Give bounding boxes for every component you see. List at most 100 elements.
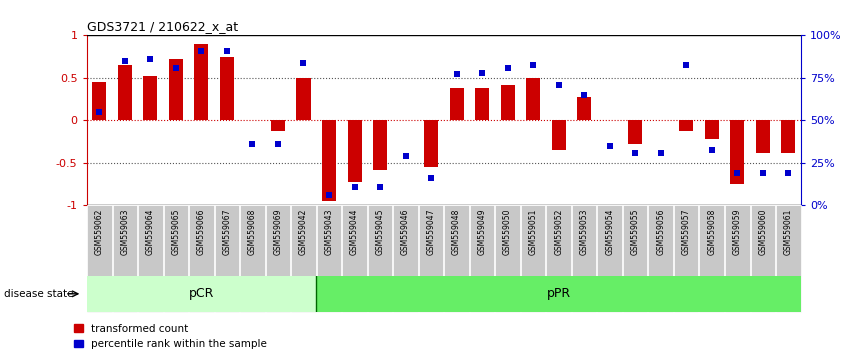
Bar xyxy=(169,59,183,120)
Legend: transformed count, percentile rank within the sample: transformed count, percentile rank withi… xyxy=(74,324,267,349)
Text: GSM559063: GSM559063 xyxy=(120,209,129,255)
Bar xyxy=(322,120,336,201)
FancyBboxPatch shape xyxy=(368,205,392,312)
Point xyxy=(527,62,540,68)
Point xyxy=(654,150,668,155)
Text: GSM559058: GSM559058 xyxy=(708,209,716,255)
FancyBboxPatch shape xyxy=(623,205,648,312)
FancyBboxPatch shape xyxy=(189,205,214,312)
Point xyxy=(93,109,107,115)
Point xyxy=(322,192,336,198)
Point xyxy=(424,175,438,181)
FancyBboxPatch shape xyxy=(316,276,801,312)
Text: pPR: pPR xyxy=(546,287,571,300)
FancyBboxPatch shape xyxy=(317,205,341,312)
Bar xyxy=(705,120,719,139)
Point xyxy=(475,70,489,76)
FancyBboxPatch shape xyxy=(87,276,316,312)
Text: GSM559060: GSM559060 xyxy=(759,209,767,255)
Point xyxy=(398,153,412,159)
FancyBboxPatch shape xyxy=(164,205,188,312)
Text: GSM559062: GSM559062 xyxy=(95,209,104,255)
Point xyxy=(347,184,361,189)
Bar xyxy=(527,78,540,120)
Text: GSM559045: GSM559045 xyxy=(376,209,385,255)
Bar xyxy=(475,88,489,120)
FancyBboxPatch shape xyxy=(215,205,239,312)
Text: GSM559051: GSM559051 xyxy=(528,209,538,255)
Bar xyxy=(220,57,234,120)
Bar xyxy=(628,120,643,144)
Text: GSM559055: GSM559055 xyxy=(630,209,640,255)
Bar xyxy=(194,44,209,120)
Point xyxy=(756,170,770,176)
Text: GSM559047: GSM559047 xyxy=(427,209,436,255)
Text: GSM559042: GSM559042 xyxy=(299,209,308,255)
Bar xyxy=(424,120,438,167)
Point xyxy=(552,82,565,87)
FancyBboxPatch shape xyxy=(393,205,417,312)
Point xyxy=(144,56,158,62)
Point xyxy=(220,48,234,53)
Point xyxy=(603,143,617,149)
Bar xyxy=(271,120,285,131)
Point xyxy=(628,150,642,155)
Point xyxy=(246,141,260,147)
Bar xyxy=(373,120,387,170)
Text: GSM559056: GSM559056 xyxy=(656,209,665,255)
FancyBboxPatch shape xyxy=(87,205,112,312)
Point xyxy=(118,58,132,64)
FancyBboxPatch shape xyxy=(419,205,443,312)
Bar xyxy=(756,120,770,153)
FancyBboxPatch shape xyxy=(674,205,699,312)
Text: GDS3721 / 210622_x_at: GDS3721 / 210622_x_at xyxy=(87,20,238,33)
Point xyxy=(271,141,285,147)
Text: GSM559052: GSM559052 xyxy=(554,209,563,255)
Text: GSM559053: GSM559053 xyxy=(579,209,589,255)
Bar xyxy=(93,82,107,120)
Text: GSM559048: GSM559048 xyxy=(452,209,461,255)
Text: GSM559068: GSM559068 xyxy=(248,209,257,255)
Point xyxy=(169,65,183,70)
Point xyxy=(781,170,795,176)
FancyBboxPatch shape xyxy=(751,205,775,312)
Text: GSM559067: GSM559067 xyxy=(223,209,231,255)
Bar xyxy=(781,120,795,153)
FancyBboxPatch shape xyxy=(520,205,546,312)
Bar xyxy=(449,88,463,120)
Point xyxy=(578,92,591,98)
Bar xyxy=(501,85,514,120)
FancyBboxPatch shape xyxy=(495,205,520,312)
Text: GSM559044: GSM559044 xyxy=(350,209,359,255)
Point xyxy=(296,60,310,65)
FancyBboxPatch shape xyxy=(649,205,673,312)
FancyBboxPatch shape xyxy=(546,205,571,312)
Text: GSM559066: GSM559066 xyxy=(197,209,206,255)
FancyBboxPatch shape xyxy=(598,205,622,312)
Point xyxy=(679,62,693,68)
Point xyxy=(730,170,744,176)
Text: GSM559065: GSM559065 xyxy=(171,209,180,255)
Bar xyxy=(730,120,744,184)
Bar xyxy=(577,97,591,120)
Bar xyxy=(552,120,565,150)
Text: pCR: pCR xyxy=(189,287,214,300)
Text: disease state: disease state xyxy=(4,289,74,299)
Point xyxy=(705,147,719,153)
Point xyxy=(195,48,209,53)
Text: GSM559069: GSM559069 xyxy=(274,209,282,255)
FancyBboxPatch shape xyxy=(139,205,163,312)
Text: GSM559050: GSM559050 xyxy=(503,209,512,255)
FancyBboxPatch shape xyxy=(266,205,290,312)
FancyBboxPatch shape xyxy=(444,205,469,312)
Point xyxy=(501,65,514,70)
Point xyxy=(449,71,463,76)
Text: GSM559057: GSM559057 xyxy=(682,209,691,255)
FancyBboxPatch shape xyxy=(700,205,724,312)
Point xyxy=(373,184,387,189)
FancyBboxPatch shape xyxy=(291,205,316,312)
FancyBboxPatch shape xyxy=(725,205,749,312)
Bar xyxy=(296,78,311,120)
Text: GSM559064: GSM559064 xyxy=(145,209,155,255)
Bar xyxy=(118,65,132,120)
